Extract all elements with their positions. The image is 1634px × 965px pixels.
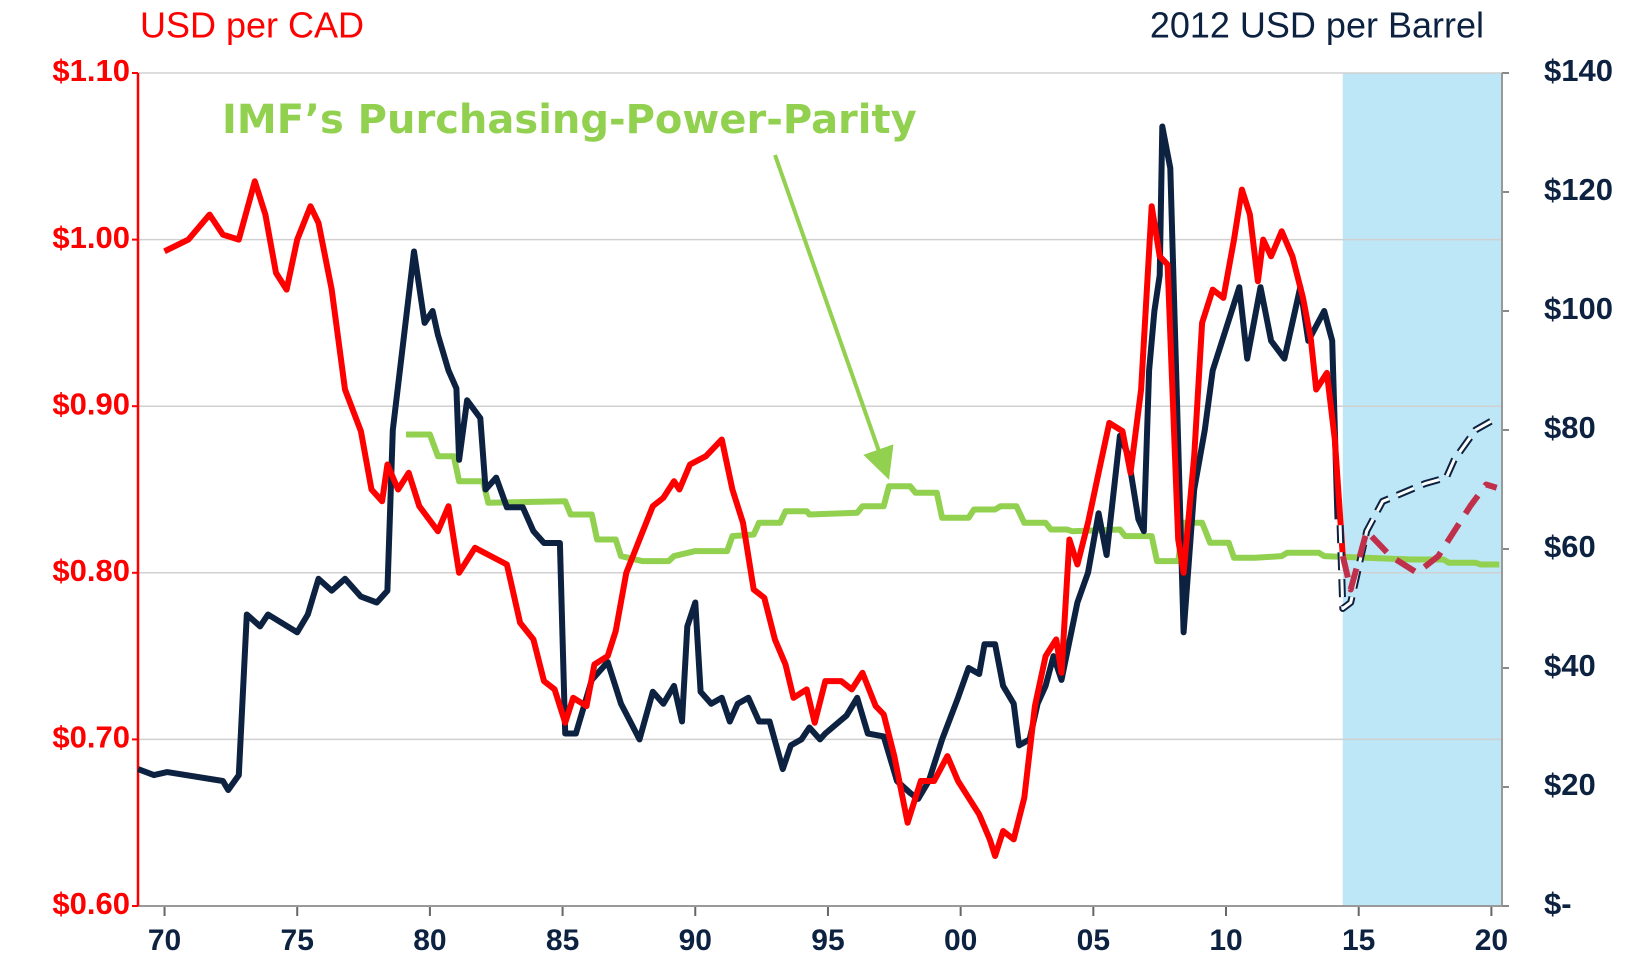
forecast-line-inner xyxy=(1338,416,1498,610)
x-tick-label: 05 xyxy=(1077,924,1110,957)
annotation-arrow xyxy=(773,154,894,480)
x-tick-label: 85 xyxy=(546,924,579,957)
y2-tick-label: $140 xyxy=(1544,53,1613,88)
y-tick-label: $0.70 xyxy=(52,720,130,755)
series-line xyxy=(136,123,1341,802)
x-tick-label: 70 xyxy=(148,924,181,957)
y2-tick-label: $100 xyxy=(1544,291,1613,326)
annotation: IMF’s Purchasing-Power-Parity xyxy=(222,97,917,143)
series-line xyxy=(163,178,1346,859)
forecast-line xyxy=(1339,481,1498,593)
y2-tick-label: $40 xyxy=(1544,648,1596,683)
y2-tick-label: $60 xyxy=(1544,529,1596,564)
y2-tick-label: $80 xyxy=(1544,410,1596,445)
y-tick-label: $0.90 xyxy=(52,386,130,421)
y2-tick-label: $- xyxy=(1544,886,1572,921)
y2-axis-title: 2012 USD per Barrel xyxy=(1150,5,1484,46)
y-tick-label: $1.10 xyxy=(52,53,130,88)
y-tick-label: $0.80 xyxy=(52,553,130,588)
y-tick-label: $0.60 xyxy=(52,886,130,921)
x-tick-label: 10 xyxy=(1209,924,1242,957)
x-tick-label: 00 xyxy=(944,924,977,957)
x-tick-label: 20 xyxy=(1475,924,1508,957)
y2-tick-label: $20 xyxy=(1544,767,1596,802)
x-tick-label: 95 xyxy=(811,924,844,957)
forecast-region xyxy=(1342,73,1502,906)
x-tick-label: 90 xyxy=(679,924,712,957)
y2-tick-label: $120 xyxy=(1544,172,1613,207)
x-tick-label: 15 xyxy=(1342,924,1375,957)
x-tick-label: 75 xyxy=(281,924,314,957)
x-tick-label: 80 xyxy=(413,924,446,957)
y-tick-label: $1.00 xyxy=(52,220,130,255)
series-line xyxy=(406,431,1500,568)
y-axis-title: USD per CAD xyxy=(140,5,364,46)
